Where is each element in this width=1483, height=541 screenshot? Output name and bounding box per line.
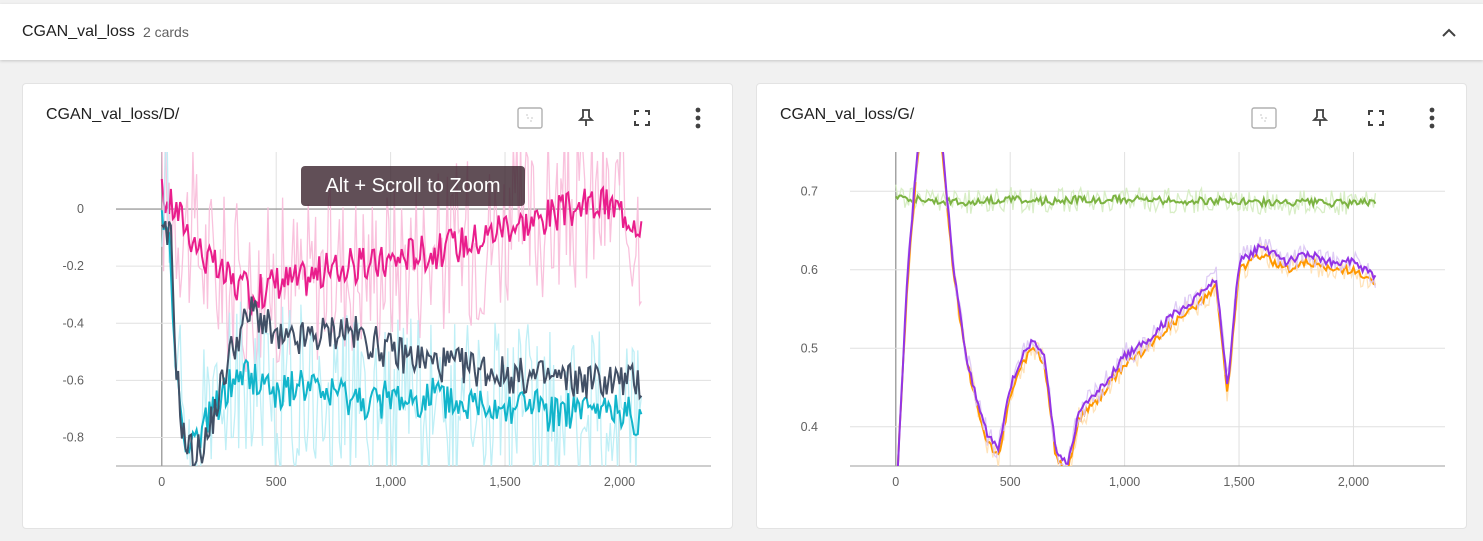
fit-domain-button[interactable] — [516, 104, 544, 132]
pin-button[interactable] — [1306, 104, 1334, 132]
collapse-group-button[interactable] — [1437, 20, 1461, 44]
x-tick-label: 1,500 — [489, 475, 520, 489]
x-tick-label: 1,500 — [1223, 475, 1254, 489]
more-options-button[interactable] — [1418, 104, 1446, 132]
y-tick-label: 0.6 — [801, 263, 818, 277]
x-tick-label: 500 — [266, 475, 287, 489]
series-smoothed-line — [161, 220, 643, 466]
fullscreen-button[interactable] — [628, 104, 656, 132]
y-tick-label: -0.8 — [62, 430, 84, 444]
y-tick-label: 0.7 — [801, 184, 818, 198]
fit-to-data-icon — [1251, 107, 1277, 129]
scalar-card-g: CGAN_val_loss/G/ 0 500 1,000 1,500 2,000 0.4 0… — [756, 83, 1467, 529]
zoom-hint-tooltip: Alt + Scroll to Zoom — [301, 166, 525, 206]
series-smoothed-line — [895, 193, 1377, 210]
y-tick-label: 0 — [77, 202, 84, 216]
scalar-card-d: CGAN_val_loss/D/ 0 500 1,000 1,500 2,000 0 -0.… — [22, 83, 733, 529]
series-raw-line — [161, 152, 642, 378]
fullscreen-icon — [1368, 110, 1384, 126]
x-tick-label: 500 — [1000, 475, 1021, 489]
y-tick-label: -0.6 — [62, 373, 84, 387]
grid — [850, 152, 1445, 466]
x-tick-label: 1,000 — [1109, 475, 1140, 489]
more-vert-icon — [1429, 107, 1435, 129]
pin-button[interactable] — [572, 104, 600, 132]
line-chart[interactable]: 0 500 1,000 1,500 2,000 0.4 0.5 0.6 0.7 — [757, 84, 1468, 530]
x-tick-label: 0 — [158, 475, 165, 489]
series-smoothed-line — [896, 152, 1377, 466]
more-options-button[interactable] — [684, 104, 712, 132]
fit-domain-button[interactable] — [1250, 104, 1278, 132]
chevron-up-icon — [1442, 28, 1456, 37]
group-card-count: 2 cards — [142, 24, 189, 40]
y-tick-label: 0.4 — [801, 420, 818, 434]
card-title: CGAN_val_loss/G/ — [780, 106, 915, 123]
y-tick-label: 0.5 — [801, 341, 818, 355]
x-tick-label: 1,000 — [375, 475, 406, 489]
plot-area — [160, 152, 643, 466]
x-tick-label: 0 — [892, 475, 899, 489]
series-smoothed-line — [160, 178, 643, 317]
fullscreen-icon — [634, 110, 650, 126]
group-title: CGAN_val_loss — [22, 23, 135, 40]
card-title: CGAN_val_loss/D/ — [46, 106, 180, 123]
x-tick-label: 2,000 — [1338, 475, 1369, 489]
series-smoothed-line — [160, 210, 643, 454]
line-chart[interactable]: 0 500 1,000 1,500 2,000 0 -0.2 -0.4 -0.6 -0.8 — [23, 84, 734, 530]
y-tick-label: -0.4 — [62, 316, 84, 330]
series-raw-line — [896, 152, 1377, 466]
series-smoothed-line — [896, 152, 1376, 466]
pin-icon — [578, 109, 594, 126]
series-raw-line — [897, 152, 1377, 466]
plot-area — [895, 152, 1377, 466]
y-tick-label: -0.2 — [62, 259, 84, 273]
fullscreen-button[interactable] — [1362, 104, 1390, 132]
more-vert-icon — [695, 107, 701, 129]
fit-to-data-icon — [517, 107, 543, 129]
card-group-header: CGAN_val_loss 2 cards — [0, 4, 1483, 60]
x-tick-label: 2,000 — [604, 475, 635, 489]
pin-icon — [1312, 109, 1328, 126]
